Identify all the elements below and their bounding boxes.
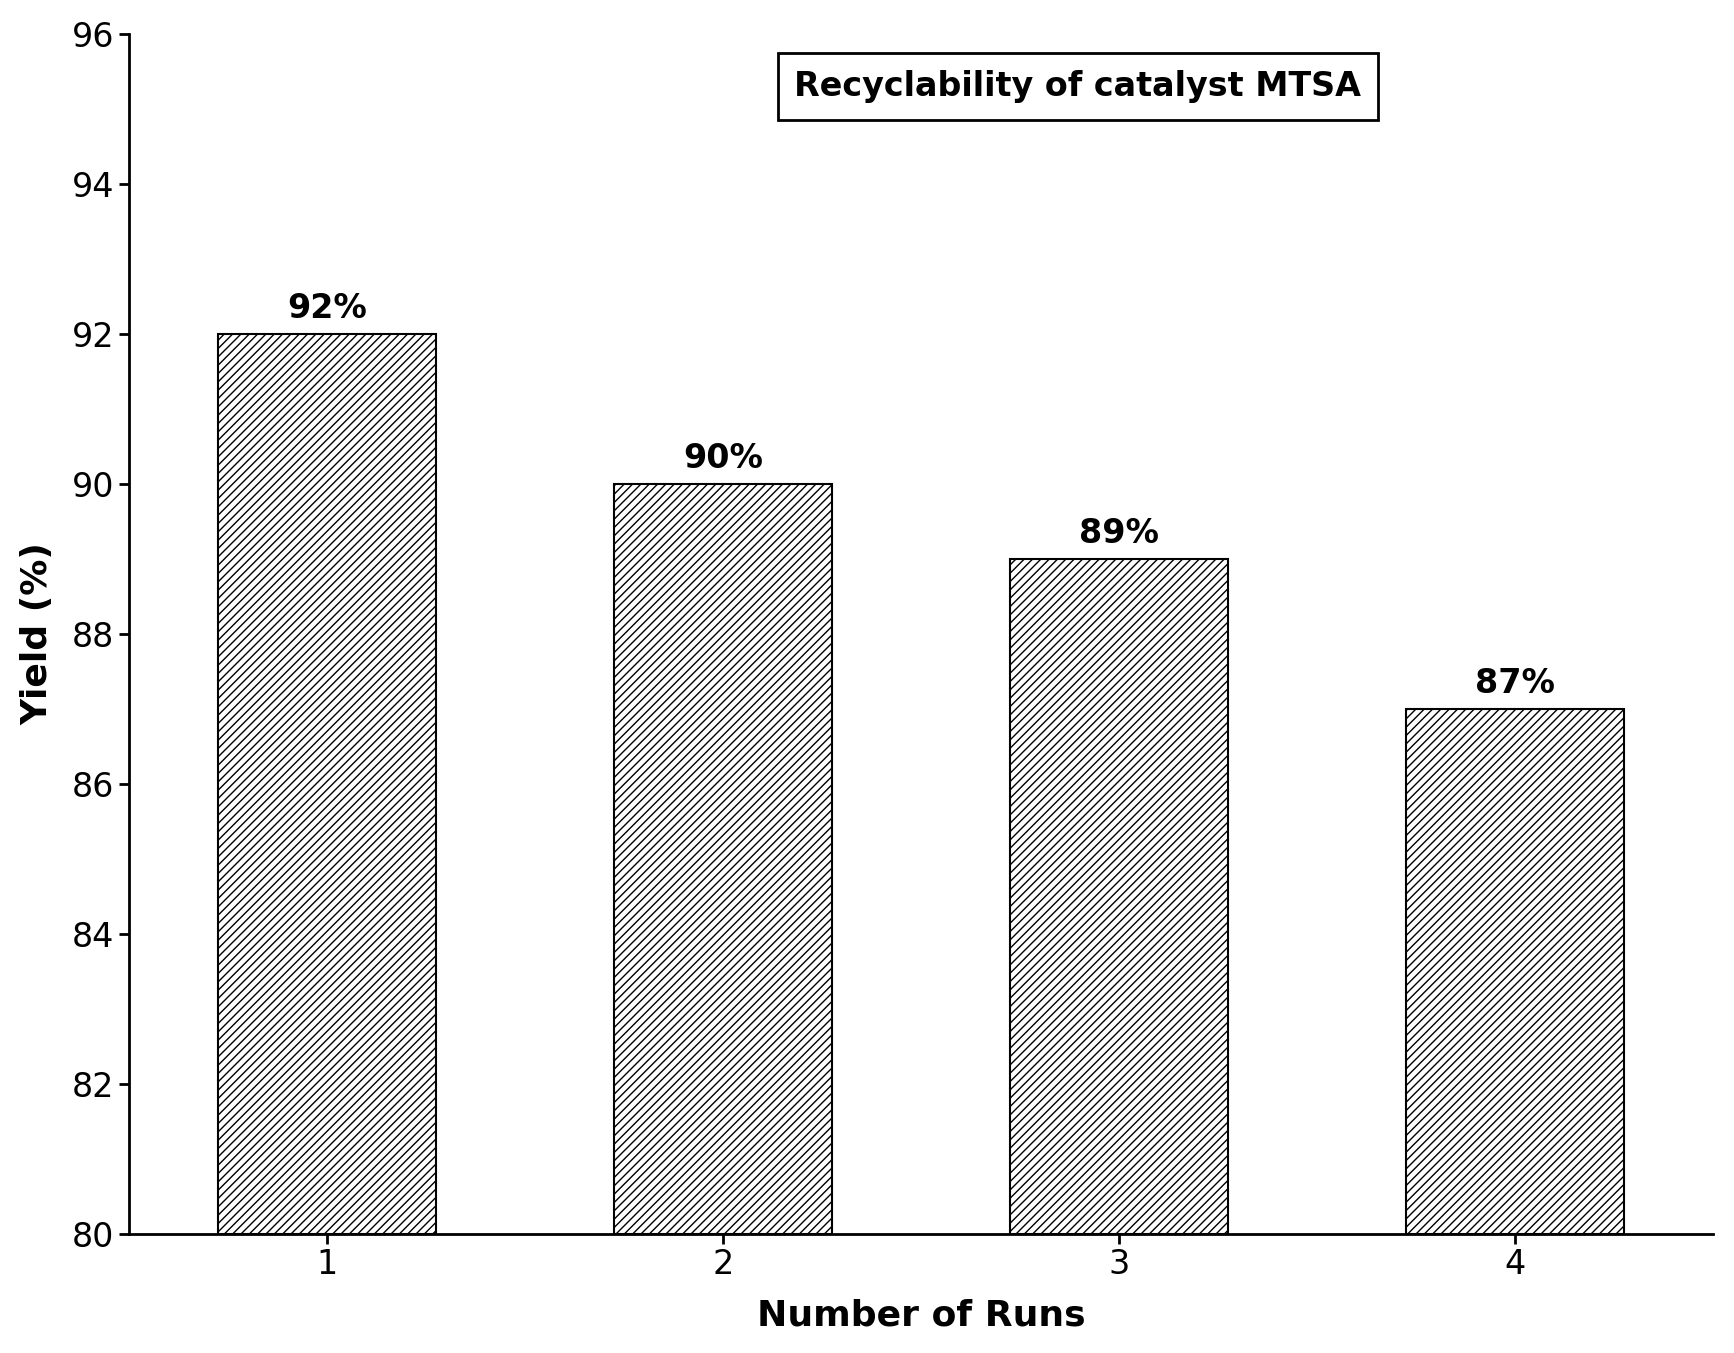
Bar — [1011, 559, 1228, 1234]
Y-axis label: Yield (%): Yield (%) — [21, 543, 55, 725]
X-axis label: Number of Runs: Number of Runs — [756, 1298, 1085, 1333]
Bar — [1406, 709, 1625, 1234]
Text: 92%: 92% — [286, 292, 366, 325]
Text: 89%: 89% — [1079, 517, 1158, 549]
Text: 87%: 87% — [1476, 667, 1555, 700]
Bar — [614, 484, 832, 1234]
Text: 90%: 90% — [683, 442, 763, 475]
Text: Recyclability of catalyst MTSA: Recyclability of catalyst MTSA — [794, 70, 1361, 103]
Bar — [218, 334, 435, 1234]
